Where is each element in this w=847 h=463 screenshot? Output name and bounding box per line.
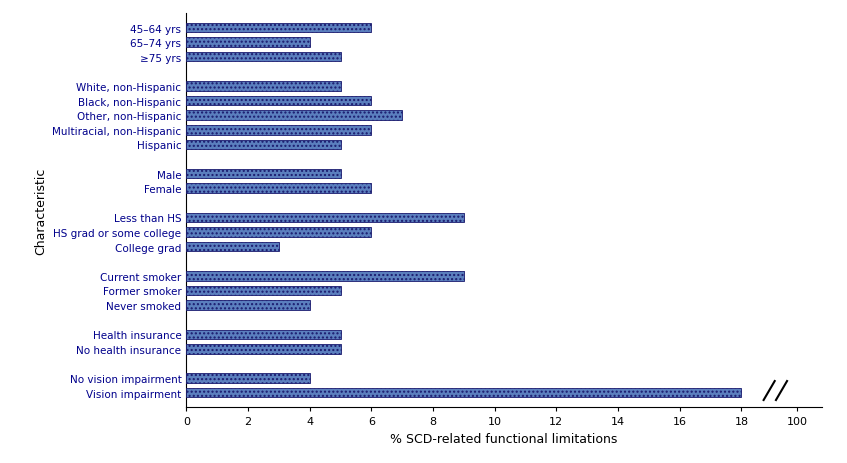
- Bar: [186, 38, 310, 48]
- X-axis label: % SCD-related functional limitations: % SCD-related functional limitations: [390, 432, 617, 445]
- Bar: [186, 169, 340, 179]
- Bar: [186, 374, 310, 383]
- Bar: [186, 286, 340, 295]
- Bar: [186, 82, 340, 92]
- Bar: [186, 53, 340, 63]
- Bar: [186, 126, 371, 135]
- Bar: [186, 300, 310, 310]
- Bar: [186, 184, 371, 194]
- Bar: [186, 228, 371, 237]
- Bar: [186, 97, 371, 106]
- Bar: [186, 111, 402, 121]
- Bar: [186, 330, 340, 339]
- Bar: [186, 140, 340, 150]
- Y-axis label: Characteristic: Characteristic: [34, 167, 47, 254]
- Bar: [186, 388, 741, 398]
- Bar: [186, 213, 464, 223]
- Bar: [186, 344, 340, 354]
- Bar: [186, 271, 464, 281]
- Bar: [186, 24, 371, 33]
- Bar: [186, 242, 279, 252]
